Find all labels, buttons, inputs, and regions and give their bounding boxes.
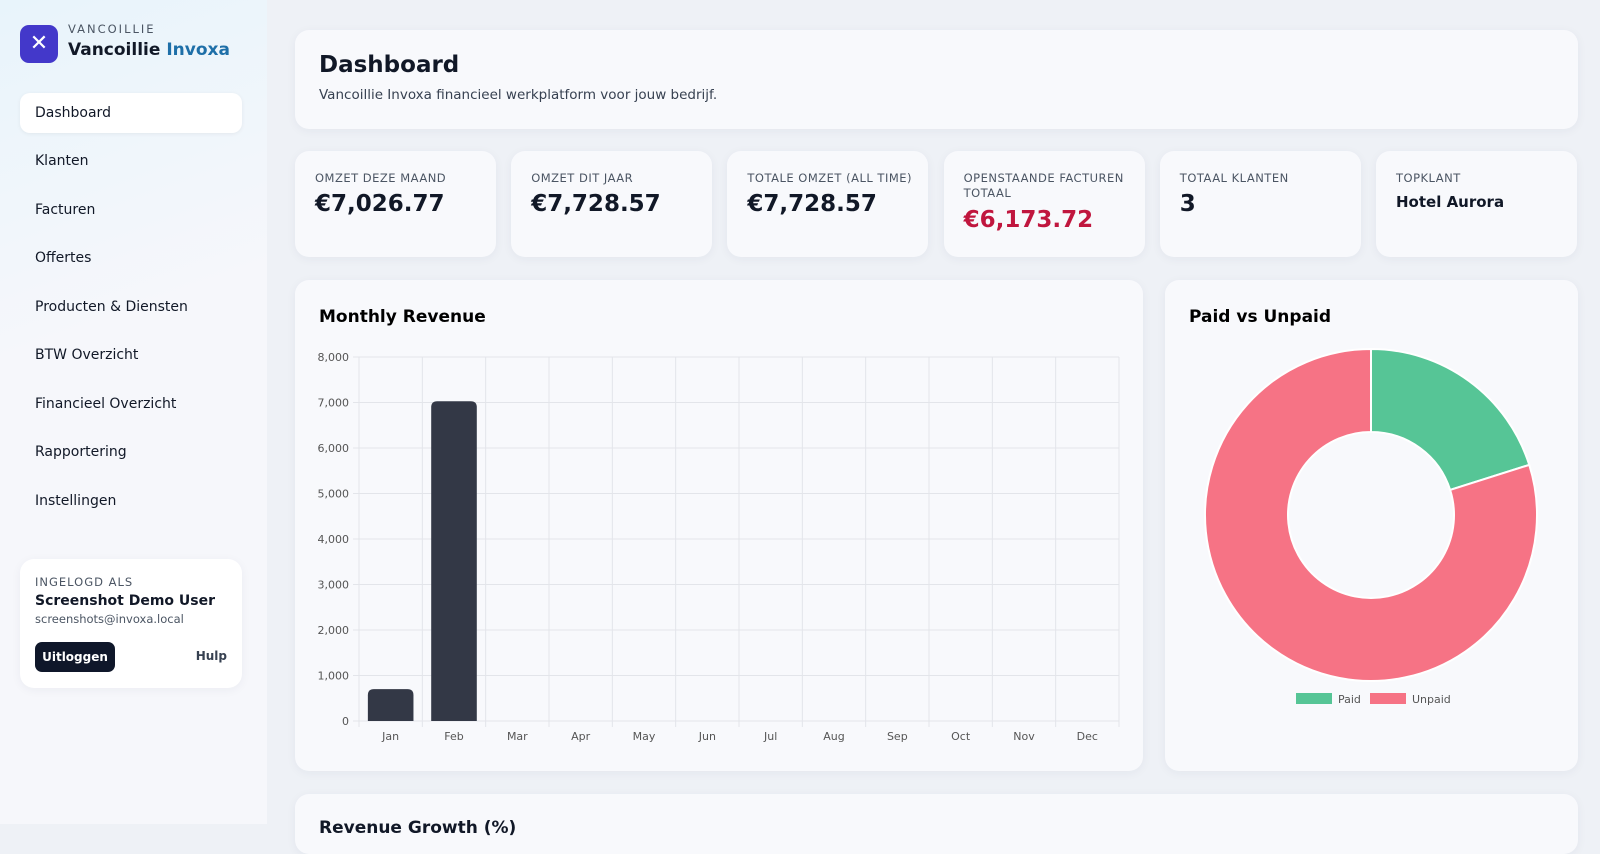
user-email: screenshots@invoxa.local: [35, 612, 184, 626]
help-link[interactable]: Hulp: [195, 649, 227, 663]
y-tick-label: 0: [342, 715, 349, 728]
legend-swatch: [1296, 693, 1332, 704]
brand-name: Vancoillie Invoxa: [68, 40, 230, 60]
x-tick-label: Aug: [823, 730, 844, 743]
brand-accent: Invoxa: [166, 40, 230, 60]
nav-item[interactable]: Financieel Overzicht: [35, 396, 177, 412]
page-title: Dashboard: [319, 52, 460, 78]
nav-item[interactable]: Producten & Diensten: [35, 299, 188, 315]
x-tick-label: Apr: [571, 730, 591, 743]
user-card: INGELOGD ALS Screenshot Demo User screen…: [20, 559, 242, 688]
legend-label: Paid: [1338, 693, 1361, 706]
page-subtitle: Vancoillie Invoxa financieel werkplatfor…: [319, 87, 718, 103]
kpi-label: OPENSTAANDE FACTUREN TOTAAL: [963, 171, 1124, 200]
charts: Monthly Revenue 0 1,000 2,000 3,000 4,000 5,00…: [318, 307, 1538, 743]
x-tick-label: Oct: [951, 730, 971, 743]
x-tick-label: Nov: [1013, 730, 1035, 743]
kpi-card: OPENSTAANDE FACTUREN TOTAAL €6,173.72: [943, 151, 1145, 257]
kpi-label: TOTALE OMZET (ALL TIME): [747, 171, 913, 185]
y-tick-label: 7,000: [318, 397, 350, 410]
kpi-label: TOTAAL KLANTEN: [1179, 171, 1289, 185]
x-tick-label: May: [633, 730, 656, 743]
kpi-value: 3: [1179, 191, 1196, 217]
x-tick-label: Sep: [887, 730, 908, 743]
nav-item[interactable]: Dashboard: [20, 93, 242, 133]
x-tick-label: Dec: [1077, 730, 1098, 743]
kpi-label: OMZET DIT JAAR: [531, 171, 634, 185]
kpi-card: OMZET DIT JAAR €7,728.57: [511, 151, 713, 257]
sidebar: ✕ VANCOILLIE Vancoillie Invoxa Dashboard…: [0, 0, 267, 824]
header-card: Dashboard Vancoillie Invoxa financieel w…: [295, 30, 1578, 129]
legend-label: Unpaid: [1412, 693, 1451, 706]
chart-title: Monthly Revenue: [319, 307, 486, 327]
x-tick-label: Jun: [698, 730, 716, 743]
kpi-card: OMZET DEZE MAAND €7,026.77: [295, 151, 496, 257]
page: ✕ VANCOILLIE Vancoillie Invoxa Dashboard…: [0, 0, 1578, 838]
nav-item[interactable]: Klanten: [35, 153, 89, 169]
nav-item[interactable]: BTW Overzicht: [35, 347, 139, 363]
y-tick-label: 2,000: [318, 624, 350, 637]
y-tick-label: 5,000: [318, 488, 350, 501]
kpi-card: TOPKLANT Hotel Aurora: [1376, 151, 1577, 257]
pie-slice: [1204, 347, 1538, 682]
nav-item[interactable]: Instellingen: [35, 493, 117, 509]
bar: [431, 401, 477, 721]
user-name: Screenshot Demo User: [35, 593, 216, 609]
user-label: INGELOGD ALS: [35, 575, 134, 589]
bar: [367, 689, 414, 721]
brand-name: Vancoillie: [68, 40, 161, 60]
kpi-card: TOTAAL KLANTEN 3: [1159, 151, 1361, 257]
nav-item[interactable]: Facturen: [35, 202, 96, 218]
y-tick-label: 3,000: [318, 579, 350, 592]
x-tick-label: Jul: [763, 730, 777, 743]
y-tick-label: 1,000: [318, 670, 350, 683]
kpi-label: TOPKLANT: [1396, 171, 1461, 185]
brand-small: VANCOILLIE: [68, 22, 156, 36]
kpi-value: €6,173.72: [963, 207, 1094, 233]
logout-button[interactable]: Uitloggen: [35, 642, 115, 672]
logo[interactable]: ✕: [20, 25, 58, 63]
x-tick-label: Jan: [381, 730, 399, 743]
x-tick-label: Feb: [444, 730, 463, 743]
legend-swatch: [1370, 693, 1406, 704]
chart-title: Paid vs Unpaid: [1189, 307, 1331, 327]
kpi-value: €7,728.57: [531, 191, 661, 217]
y-tick-label: 8,000: [318, 351, 350, 364]
kpi-card: TOTALE OMZET (ALL TIME) €7,728.57: [727, 151, 929, 257]
nav-item[interactable]: Offertes: [35, 250, 92, 266]
x-tick-label: Mar: [507, 730, 528, 743]
y-tick-label: 6,000: [318, 442, 350, 455]
kpi-value: €7,026.77: [315, 191, 445, 217]
y-tick-label: 4,000: [318, 533, 350, 546]
kpi-value: €7,728.57: [747, 191, 877, 217]
pie-slice: [1370, 347, 1531, 492]
kpi-value: Hotel Aurora: [1396, 193, 1505, 211]
kpi-label: OMZET DEZE MAAND: [315, 171, 447, 185]
nav-item[interactable]: Rapportering: [35, 444, 127, 460]
